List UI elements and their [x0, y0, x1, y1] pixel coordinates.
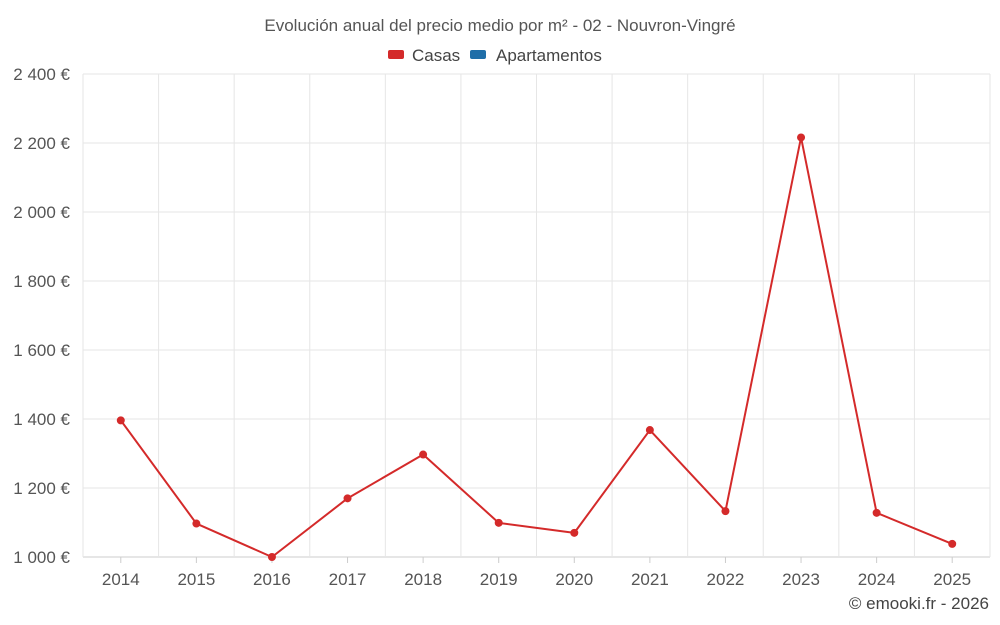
legend-label-casas: Casas	[412, 46, 460, 65]
data-point[interactable]	[267, 553, 276, 561]
y-tick-label: 2 200 €	[13, 134, 70, 153]
data-point[interactable]	[116, 416, 125, 425]
legend-label-apartamentos: Apartamentos	[496, 46, 602, 65]
x-axis: 2014 2015 2016 2017 2018 2019 2020 2021 2022 2023…	[102, 557, 971, 589]
x-tick-label: 2015	[177, 570, 215, 589]
x-tick-label: 2019	[480, 570, 518, 589]
y-tick-label: 1 600 €	[13, 341, 70, 360]
data-point[interactable]	[872, 508, 881, 517]
credit-text: © emooki.fr - 2026	[849, 594, 989, 613]
legend-swatch-casas	[388, 50, 404, 59]
y-tick-label: 1 400 €	[13, 410, 70, 429]
legend-item-apartamentos[interactable]: Apartamentos	[470, 46, 602, 65]
y-tick-label: 1 000 €	[13, 548, 70, 567]
data-point[interactable]	[570, 528, 579, 537]
data-point[interactable]	[721, 507, 730, 516]
y-tick-label: 1 800 €	[13, 272, 70, 291]
legend-swatch-apartamentos	[470, 50, 486, 59]
x-tick-label: 2022	[707, 570, 745, 589]
x-tick-label: 2021	[631, 570, 669, 589]
x-tick-label: 2025	[933, 570, 971, 589]
x-tick-label: 2020	[555, 570, 593, 589]
y-axis: 1 000 € 1 200 € 1 400 € 1 600 € 1 800 € 2 000…	[13, 65, 70, 567]
data-point[interactable]	[645, 426, 654, 435]
x-tick-label: 2024	[858, 570, 896, 589]
series-line-casas	[119, 136, 953, 558]
grid	[82, 73, 991, 558]
data-point[interactable]	[343, 494, 352, 503]
x-tick-label: 2014	[102, 570, 140, 589]
data-point[interactable]	[192, 519, 201, 528]
y-tick-label: 2 400 €	[13, 65, 70, 84]
data-point[interactable]	[797, 133, 806, 142]
series-casas	[116, 133, 957, 561]
y-tick-label: 1 200 €	[13, 479, 70, 498]
data-point[interactable]	[948, 539, 957, 548]
legend: Casas Apartamentos	[388, 46, 602, 65]
x-tick-label: 2018	[404, 570, 442, 589]
data-point[interactable]	[419, 450, 428, 459]
chart-title: Evolución anual del precio medio por m² …	[264, 16, 735, 35]
x-tick-label: 2023	[782, 570, 820, 589]
data-point[interactable]	[494, 518, 503, 527]
x-tick-label: 2017	[329, 570, 367, 589]
legend-item-casas[interactable]: Casas	[388, 46, 460, 65]
x-tick-label: 2016	[253, 570, 291, 589]
y-tick-label: 2 000 €	[13, 203, 70, 222]
